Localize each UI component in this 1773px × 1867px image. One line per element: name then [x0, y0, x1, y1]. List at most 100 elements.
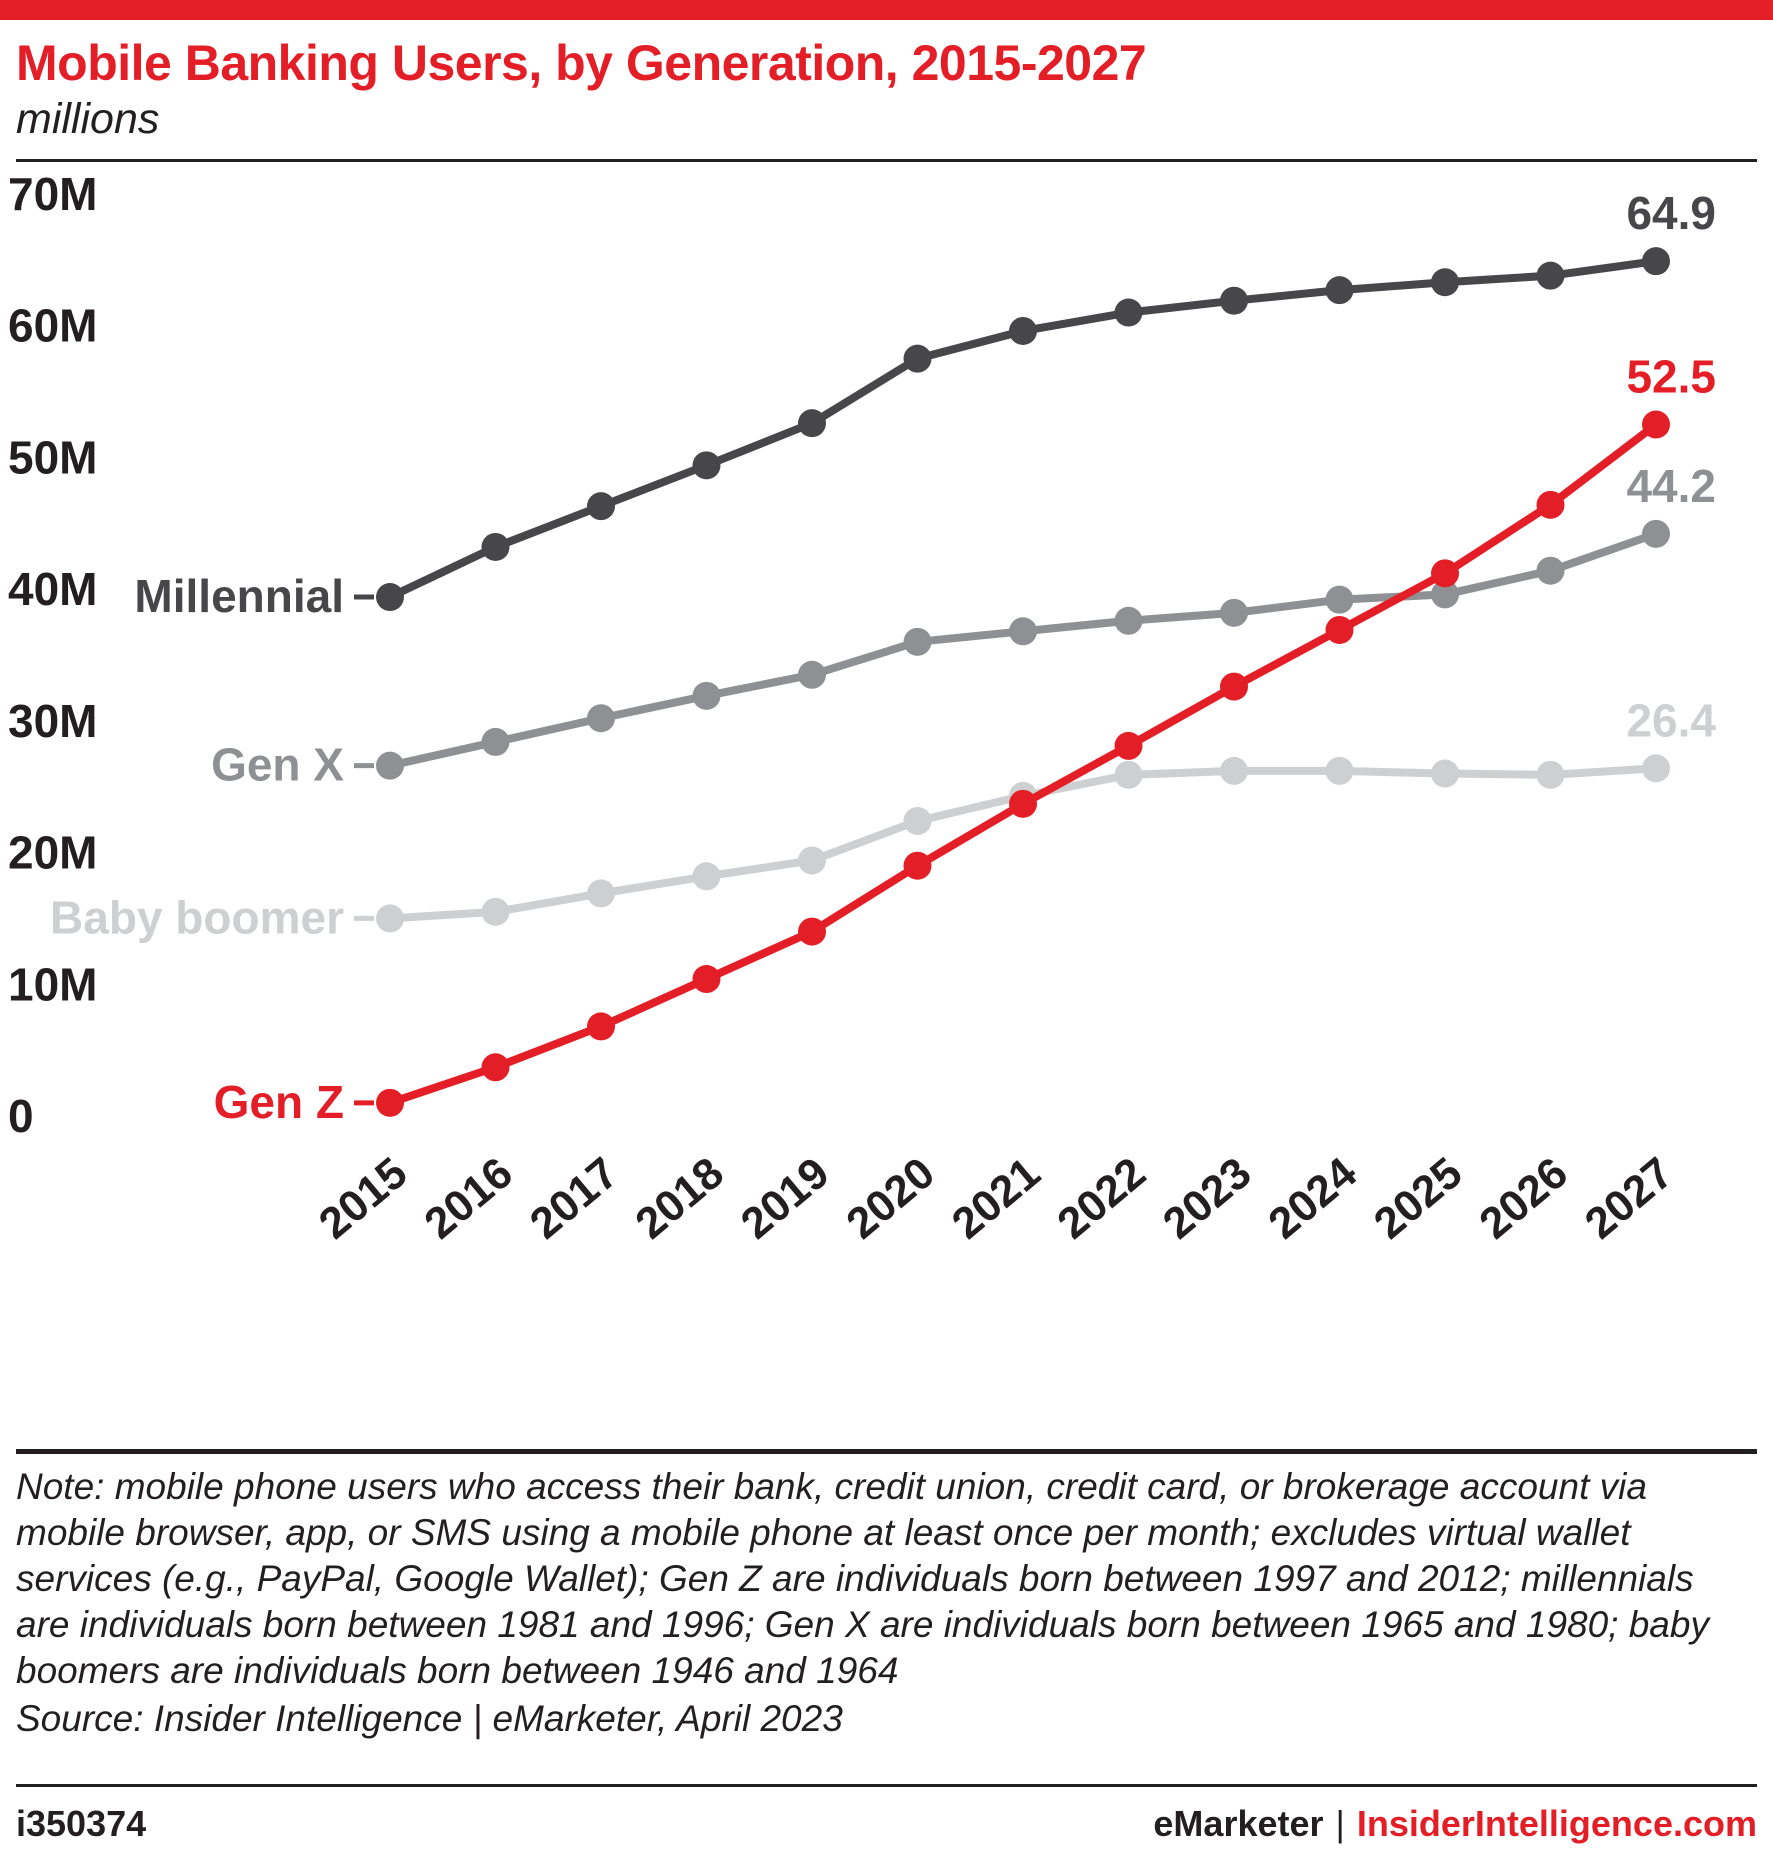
- y-tick-0: 0: [8, 1090, 34, 1142]
- series-point-gen-z-2018: [692, 965, 721, 994]
- series-point-gen-x-2021: [1009, 617, 1037, 646]
- series-point-millennial-2019: [798, 409, 826, 438]
- series-point-millennial-2023: [1220, 286, 1248, 315]
- x-tick-2016: 2016: [415, 1148, 521, 1248]
- y-tick-10M: 10M: [8, 959, 97, 1011]
- series-point-gen-z-2017: [587, 1012, 615, 1041]
- x-tick-2026: 2026: [1470, 1148, 1576, 1248]
- x-tick-2021: 2021: [943, 1148, 1049, 1248]
- x-tick-2018: 2018: [626, 1148, 732, 1248]
- x-tick-2022: 2022: [1048, 1148, 1154, 1248]
- end-label-baby-boomer: 26.4: [1626, 695, 1716, 747]
- series-point-gen-z-2020: [903, 852, 932, 881]
- series-point-gen-z-2026: [1536, 491, 1565, 520]
- series-point-millennial-2022: [1114, 298, 1143, 327]
- footer-divider: [16, 1784, 1757, 1787]
- brand-insider-intelligence-link[interactable]: InsiderIntelligence.com: [1356, 1803, 1757, 1844]
- series-point-gen-x-2018: [692, 682, 721, 711]
- series-point-baby-boomer-2018: [692, 862, 721, 891]
- x-tick-2015: 2015: [310, 1148, 416, 1248]
- series-point-millennial-2017: [587, 492, 615, 521]
- chart-note: Note: mobile phone users who access thei…: [16, 1466, 1709, 1691]
- x-tick-2027: 2027: [1576, 1148, 1682, 1248]
- brand-emarketer[interactable]: eMarketer: [1153, 1803, 1324, 1844]
- series-point-gen-x-2027: [1642, 520, 1670, 549]
- series-point-millennial-2025: [1431, 268, 1459, 297]
- series-point-gen-x-2022: [1114, 607, 1143, 636]
- series-label-gen-z: Gen Z: [214, 1076, 344, 1128]
- series-point-gen-x-2016: [481, 728, 510, 757]
- series-point-gen-x-2026: [1536, 556, 1565, 585]
- chart-subtitle: millions: [16, 95, 160, 143]
- end-label-millennial: 64.9: [1626, 187, 1716, 239]
- series-point-baby-boomer-2015: [376, 904, 404, 933]
- series-point-millennial-2026: [1536, 261, 1565, 290]
- x-tick-2019: 2019: [732, 1148, 838, 1248]
- series-point-millennial-2021: [1009, 317, 1037, 346]
- x-tick-2017: 2017: [521, 1148, 627, 1248]
- chart-title: Mobile Banking Users, by Generation, 201…: [16, 35, 1147, 91]
- series-point-gen-z-2019: [798, 917, 826, 946]
- end-label-gen-x: 44.2: [1626, 460, 1716, 512]
- series-line-gen-x: [386, 530, 1660, 770]
- x-tick-2025: 2025: [1365, 1148, 1471, 1248]
- series-point-baby-boomer-2027: [1642, 754, 1670, 783]
- y-tick-40M: 40M: [8, 563, 97, 615]
- end-label-gen-z: 52.5: [1626, 351, 1716, 403]
- y-tick-60M: 60M: [8, 300, 97, 352]
- series-point-gen-z-2027: [1642, 410, 1670, 439]
- series-point-gen-z-2025: [1431, 559, 1459, 588]
- line-chart: 70M 60M 50M 40M 30M 20M 10M 0 2015 2016 2017 2018 20…: [0, 164, 1773, 1449]
- series-point-millennial-2015: [376, 583, 404, 612]
- series-point-gen-z-2023: [1220, 672, 1248, 701]
- series-point-baby-boomer-2016: [481, 898, 510, 927]
- y-tick-70M: 70M: [8, 168, 97, 220]
- series-point-gen-x-2024: [1325, 585, 1354, 614]
- y-tick-30M: 30M: [8, 695, 97, 747]
- x-tick-2023: 2023: [1154, 1148, 1260, 1248]
- chart-source: Source: Insider Intelligence | eMarketer…: [16, 1697, 843, 1739]
- series-label-gen-x: Gen X: [211, 739, 344, 791]
- series-line-gen-z: [386, 420, 1660, 1108]
- series-point-gen-x-2025: [1431, 580, 1459, 609]
- series-point-millennial-2018: [692, 451, 721, 480]
- series-point-millennial-2016: [481, 533, 510, 562]
- series-point-millennial-2024: [1325, 276, 1354, 305]
- x-tick-2020: 2020: [837, 1148, 943, 1248]
- note-divider: [16, 1449, 1757, 1455]
- series-label-millennial: Millennial: [134, 570, 344, 622]
- series-point-gen-z-2024: [1325, 616, 1354, 645]
- brand-group: eMarketer | InsiderIntelligence.com: [1153, 1803, 1757, 1845]
- series-point-baby-boomer-2026: [1536, 761, 1565, 790]
- series-point-gen-z-2022: [1114, 732, 1143, 761]
- x-tick-2024: 2024: [1259, 1148, 1366, 1249]
- series-point-gen-x-2019: [798, 661, 826, 690]
- series-point-millennial-2027: [1642, 247, 1670, 276]
- series-point-gen-x-2015: [376, 751, 404, 780]
- series-point-millennial-2020: [903, 344, 932, 373]
- series-point-baby-boomer-2025: [1431, 759, 1459, 788]
- series-line-millennial: [386, 257, 1660, 602]
- series-point-baby-boomer-2022: [1114, 761, 1143, 790]
- series-point-baby-boomer-2023: [1220, 757, 1248, 786]
- series-point-gen-z-2016: [481, 1053, 510, 1082]
- series-label-baby-boomer: Baby boomer: [50, 892, 344, 944]
- series-point-gen-z-2015: [376, 1089, 404, 1118]
- series-point-baby-boomer-2024: [1325, 757, 1354, 786]
- series-point-baby-boomer-2019: [798, 846, 826, 875]
- footer-bar: i350374 eMarketer | InsiderIntelligence.…: [0, 1787, 1773, 1867]
- y-tick-50M: 50M: [8, 432, 97, 484]
- y-tick-20M: 20M: [8, 827, 97, 879]
- series-point-baby-boomer-2017: [587, 879, 615, 908]
- brand-separator: |: [1335, 1803, 1345, 1844]
- series-point-gen-x-2023: [1220, 599, 1248, 628]
- top-red-bar: [0, 0, 1773, 20]
- series-point-gen-z-2021: [1009, 790, 1037, 819]
- title-divider: [16, 159, 1757, 163]
- series-point-gen-x-2020: [903, 628, 932, 657]
- chart-id: i350374: [16, 1803, 147, 1844]
- series-point-gen-x-2017: [587, 704, 615, 733]
- series-point-baby-boomer-2020: [903, 807, 932, 836]
